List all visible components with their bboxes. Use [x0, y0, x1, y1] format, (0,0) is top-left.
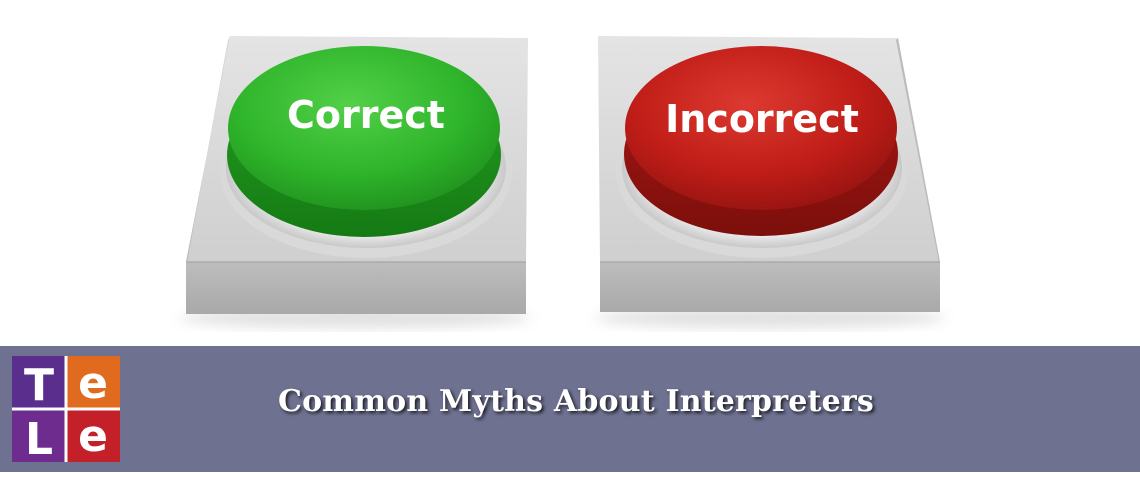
tele-logo: T e L e — [12, 356, 120, 465]
logo-letter-3: L — [25, 414, 53, 462]
incorrect-button-label: Incorrect — [665, 97, 859, 141]
title-banner: Common Myths About Interpreters — [0, 346, 1140, 472]
photo-scene: Correct Incorrect — [180, 36, 945, 328]
logo-tile-3 — [12, 409, 66, 462]
logo-tile-4 — [66, 409, 120, 462]
incorrect-button[interactable]: Incorrect — [616, 46, 908, 258]
logo-tile-2 — [66, 356, 120, 409]
bottom-strip — [0, 472, 1140, 500]
correct-button[interactable]: Correct — [220, 46, 512, 258]
logo-tile-1 — [12, 356, 66, 409]
logo-letter-1: T — [24, 360, 54, 411]
correct-button-label: Correct — [287, 93, 445, 137]
logo-letter-4: e — [78, 411, 108, 462]
logo-letter-2: e — [78, 358, 108, 409]
banner-title: Common Myths About Interpreters — [278, 384, 874, 419]
